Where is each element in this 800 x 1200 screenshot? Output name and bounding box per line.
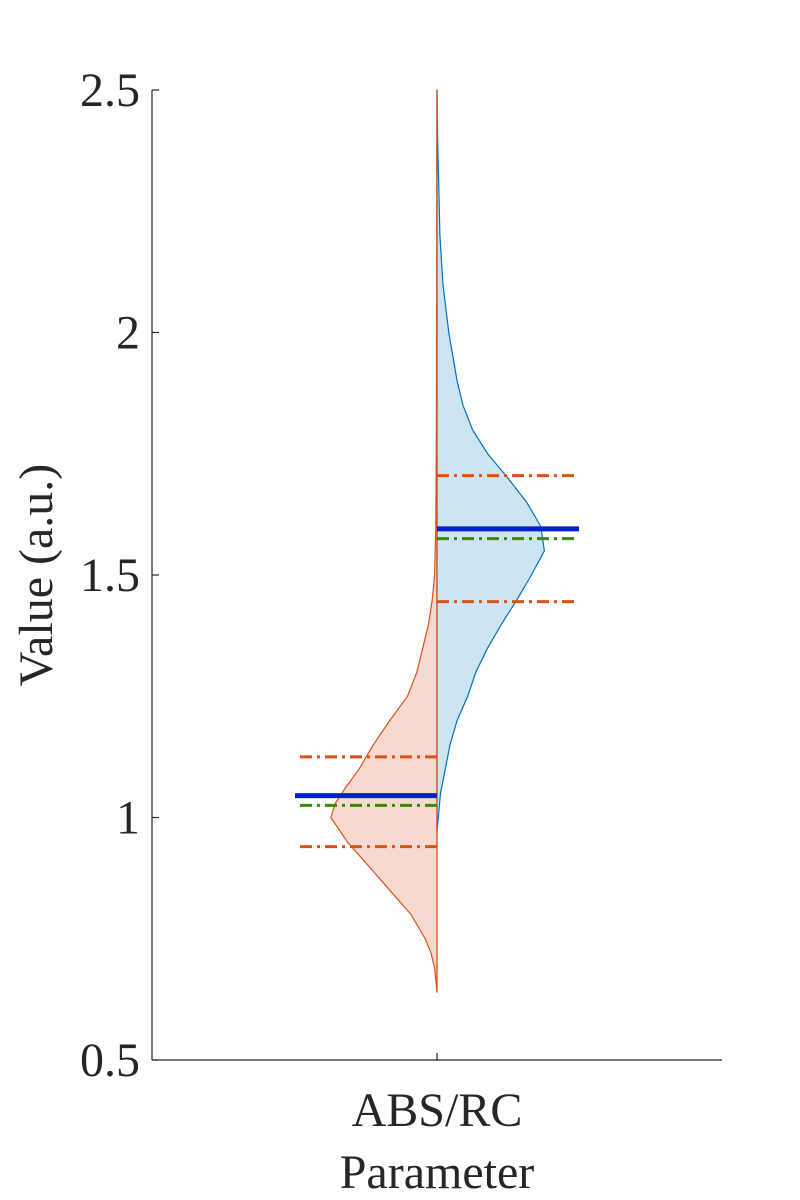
y-tick-label: 1.5 <box>80 549 140 602</box>
y-axis-label: Value (a.u.) <box>10 464 63 687</box>
left-violin <box>330 89 438 993</box>
y-tick-label: 0.5 <box>80 1034 140 1087</box>
violin-group <box>330 89 545 993</box>
y-ticks: 0.5 1 1.5 2 2.5 <box>80 64 159 1087</box>
y-tick-label: 1 <box>116 792 140 845</box>
right-violin <box>436 89 545 833</box>
y-tick-label: 2.5 <box>80 64 140 117</box>
y-tick-label: 2 <box>116 307 140 360</box>
x-tick-label: ABS/RC <box>352 1084 523 1137</box>
x-ticks: ABS/RC <box>352 1053 523 1137</box>
summary-lines <box>295 474 579 849</box>
x-axis-label: Parameter <box>340 1146 535 1199</box>
